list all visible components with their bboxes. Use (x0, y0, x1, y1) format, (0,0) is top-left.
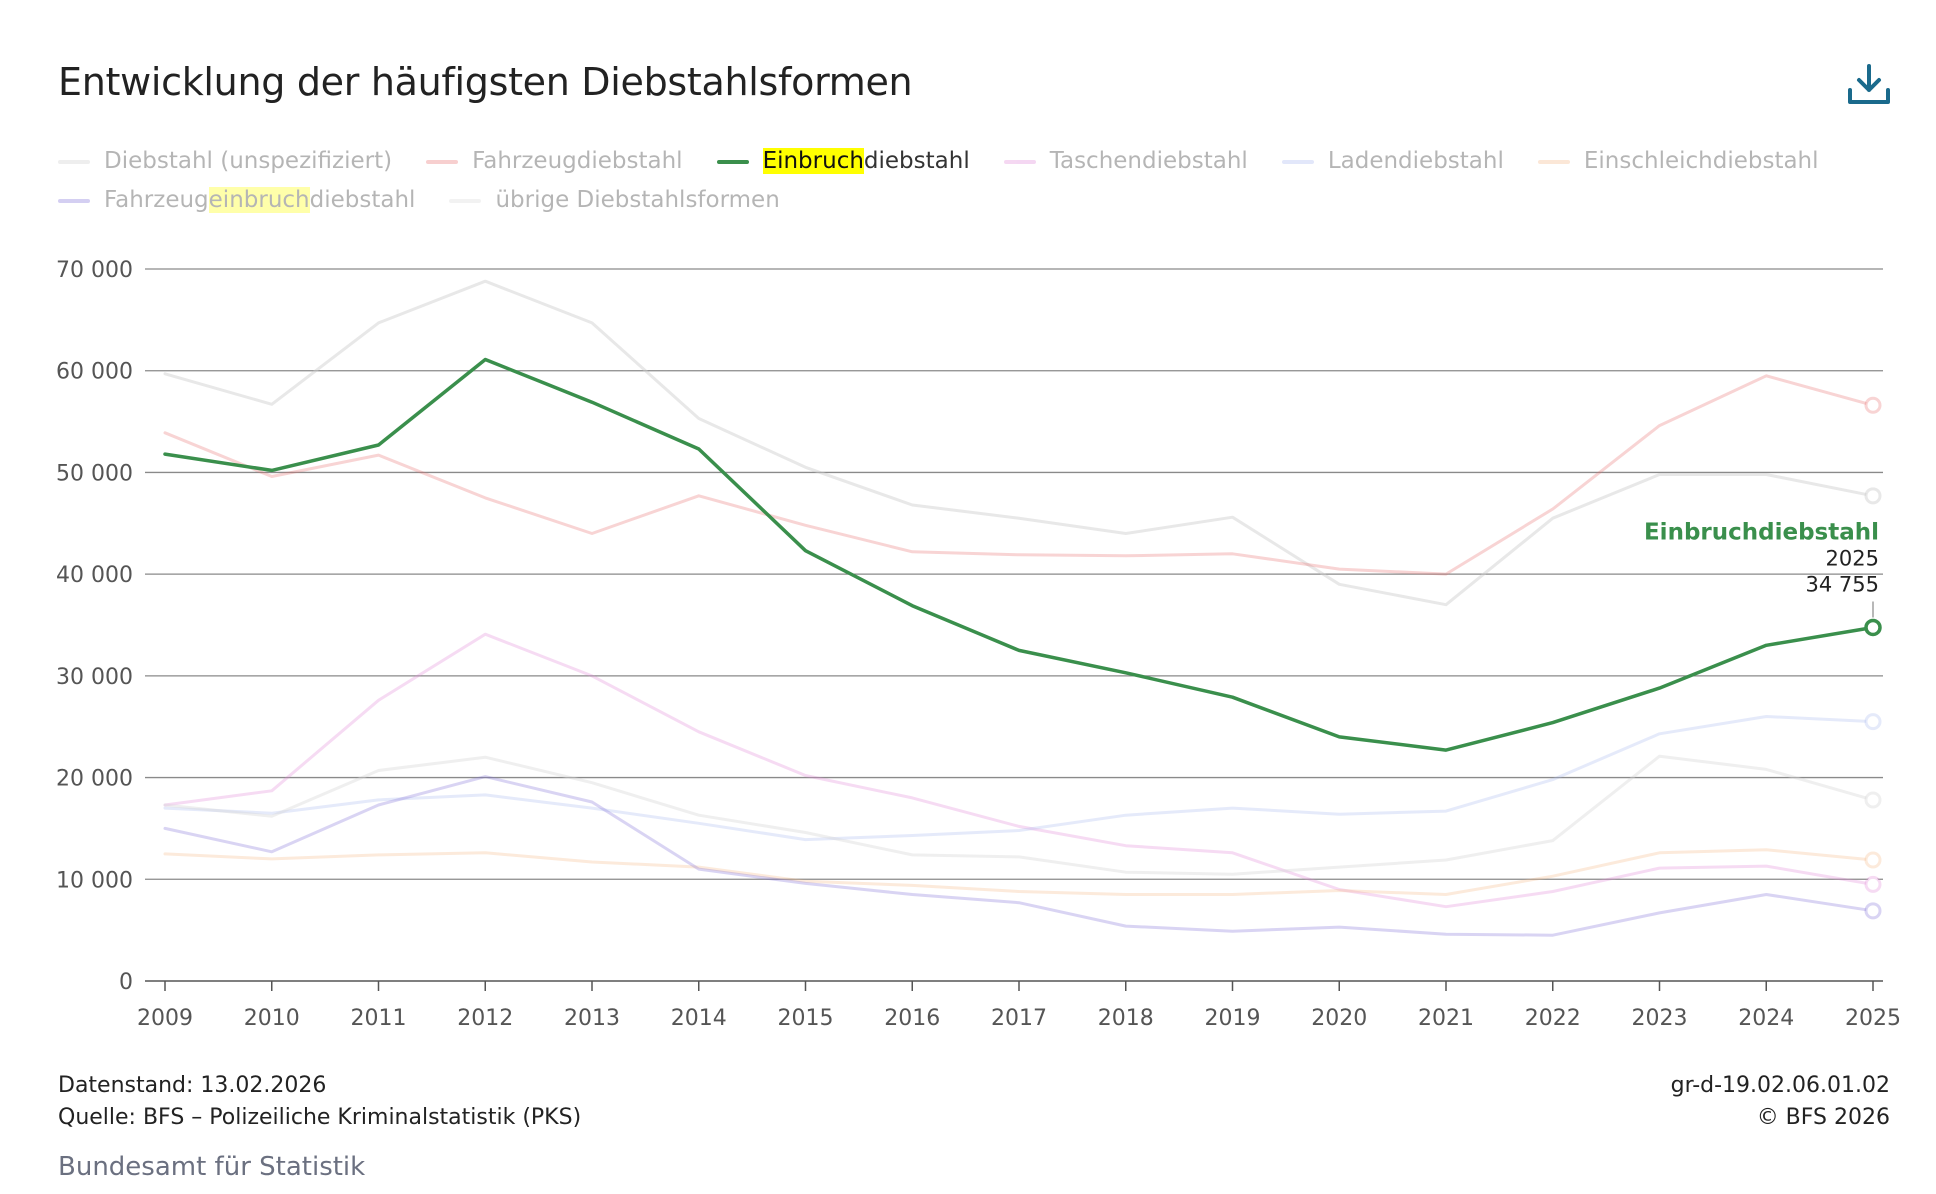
series-end-marker (1864, 851, 1882, 869)
y-tick-label: 70 000 (56, 258, 133, 283)
x-tick-label: 2017 (991, 1006, 1047, 1031)
copyright: © BFS 2026 (1756, 1105, 1890, 1130)
x-tick-label: 2014 (671, 1006, 727, 1031)
data-source: Quelle: BFS – Polizeiliche Kriminalstati… (58, 1105, 582, 1130)
legend-label: Taschendiebstahl (1049, 148, 1248, 174)
legend-item[interactable]: Fahrzeugdiebstahl (426, 148, 683, 175)
legend-swatch (1537, 159, 1570, 164)
legend-label: Ladendiebstahl (1327, 148, 1504, 174)
series-line (163, 754, 1875, 876)
legend-swatch (426, 159, 459, 164)
organization-name: Bundesamt für Statistik (58, 1152, 366, 1182)
legend-label: übrige Diebstahlsformen (495, 187, 780, 213)
y-tick-label: 10 000 (56, 868, 133, 893)
series-line (163, 279, 1875, 607)
legend-label: Diebstahl (unspezifiziert) (104, 148, 393, 174)
series-end-marker (1864, 902, 1882, 920)
series-line (163, 374, 1875, 576)
legend-item[interactable]: Einschleichdiebstahl (1537, 148, 1819, 175)
legend-swatch (449, 198, 482, 203)
x-tick-label: 2019 (1205, 1006, 1261, 1031)
tooltip-year: 2025 (1826, 546, 1879, 570)
legend-item[interactable]: Ladendiebstahl (1281, 148, 1504, 175)
y-tick-label: 60 000 (56, 360, 133, 385)
series-line (163, 775, 1875, 937)
legend: Diebstahl (unspezifiziert) Fahrzeugdiebst… (58, 148, 1898, 214)
legend-swatch (58, 159, 90, 164)
tooltip-value: 34 755 (1806, 572, 1879, 596)
legend-label: Einbruchdiebstahl (762, 148, 970, 174)
x-tick-label: 2022 (1525, 1006, 1581, 1031)
graphic-id: gr-d-19.02.06.01.02 (1670, 1073, 1890, 1098)
series-end-marker (1864, 791, 1882, 809)
legend-item[interactable]: Taschendiebstahl (1003, 148, 1248, 175)
x-tick-label: 2025 (1845, 1006, 1901, 1031)
y-tick-label: 20 000 (56, 767, 133, 792)
y-tick-label: 50 000 (56, 461, 133, 486)
series-line (163, 848, 1875, 896)
x-tick-label: 2010 (244, 1006, 300, 1031)
y-tick-label: 40 000 (56, 563, 133, 588)
x-tick-label: 2020 (1311, 1006, 1367, 1031)
series-end-marker (1864, 618, 1882, 637)
line-chart: 0 10 000 20 000 30 000 40 000 50 000 60 000 70 … (56, 258, 1901, 1031)
footer-left: Datenstand: 13.02.2026 Quelle: BFS – Pol… (58, 1070, 581, 1134)
series-line (163, 357, 1875, 752)
legend-swatch (58, 198, 90, 203)
series-end-marker (1864, 487, 1882, 505)
series-line (163, 715, 1875, 842)
legend-item[interactable]: übrige Diebstahlsformen (449, 187, 780, 214)
series-line (163, 632, 1875, 909)
x-tick-label: 2023 (1632, 1006, 1688, 1031)
legend-item[interactable]: Fahrzeugeinbruchdiebstahl (58, 187, 415, 214)
x-tick-label: 2009 (137, 1006, 193, 1031)
download-icon[interactable] (1846, 62, 1892, 108)
x-tick-label: 2021 (1418, 1006, 1474, 1031)
x-tick-label: 2018 (1098, 1006, 1154, 1031)
footer-right: gr-d-19.02.06.01.02 © BFS 2026 (1671, 1070, 1890, 1134)
legend-label: Fahrzeugdiebstahl (472, 148, 683, 174)
series-end-marker (1864, 875, 1882, 893)
x-tick-label: 2012 (457, 1006, 513, 1031)
x-tick-label: 2015 (778, 1006, 834, 1031)
x-tick-label: 2013 (564, 1006, 620, 1031)
x-tick-label: 2016 (884, 1006, 940, 1031)
legend-swatch (716, 159, 749, 164)
series-end-marker (1864, 396, 1882, 414)
chart-title: Entwicklung der häufigsten Diebstahlsfor… (58, 60, 913, 104)
x-tick-label: 2011 (351, 1006, 407, 1031)
legend-swatch (1003, 159, 1036, 164)
legend-item[interactable]: Einbruchdiebstahl (716, 148, 970, 175)
tooltip-series-name: Einbruchdiebstahl (1644, 519, 1879, 545)
legend-item[interactable]: Diebstahl (unspezifiziert) (58, 148, 392, 175)
legend-label: Fahrzeugeinbruchdiebstahl (104, 187, 416, 213)
y-tick-label: 30 000 (56, 665, 133, 690)
x-tick-label: 2024 (1738, 1006, 1794, 1031)
legend-label: Einschleichdiebstahl (1583, 148, 1819, 174)
data-status: Datenstand: 13.02.2026 (58, 1073, 327, 1098)
series-end-marker (1864, 713, 1882, 731)
legend-swatch (1281, 159, 1314, 164)
y-tick-label: 0 (119, 970, 133, 995)
